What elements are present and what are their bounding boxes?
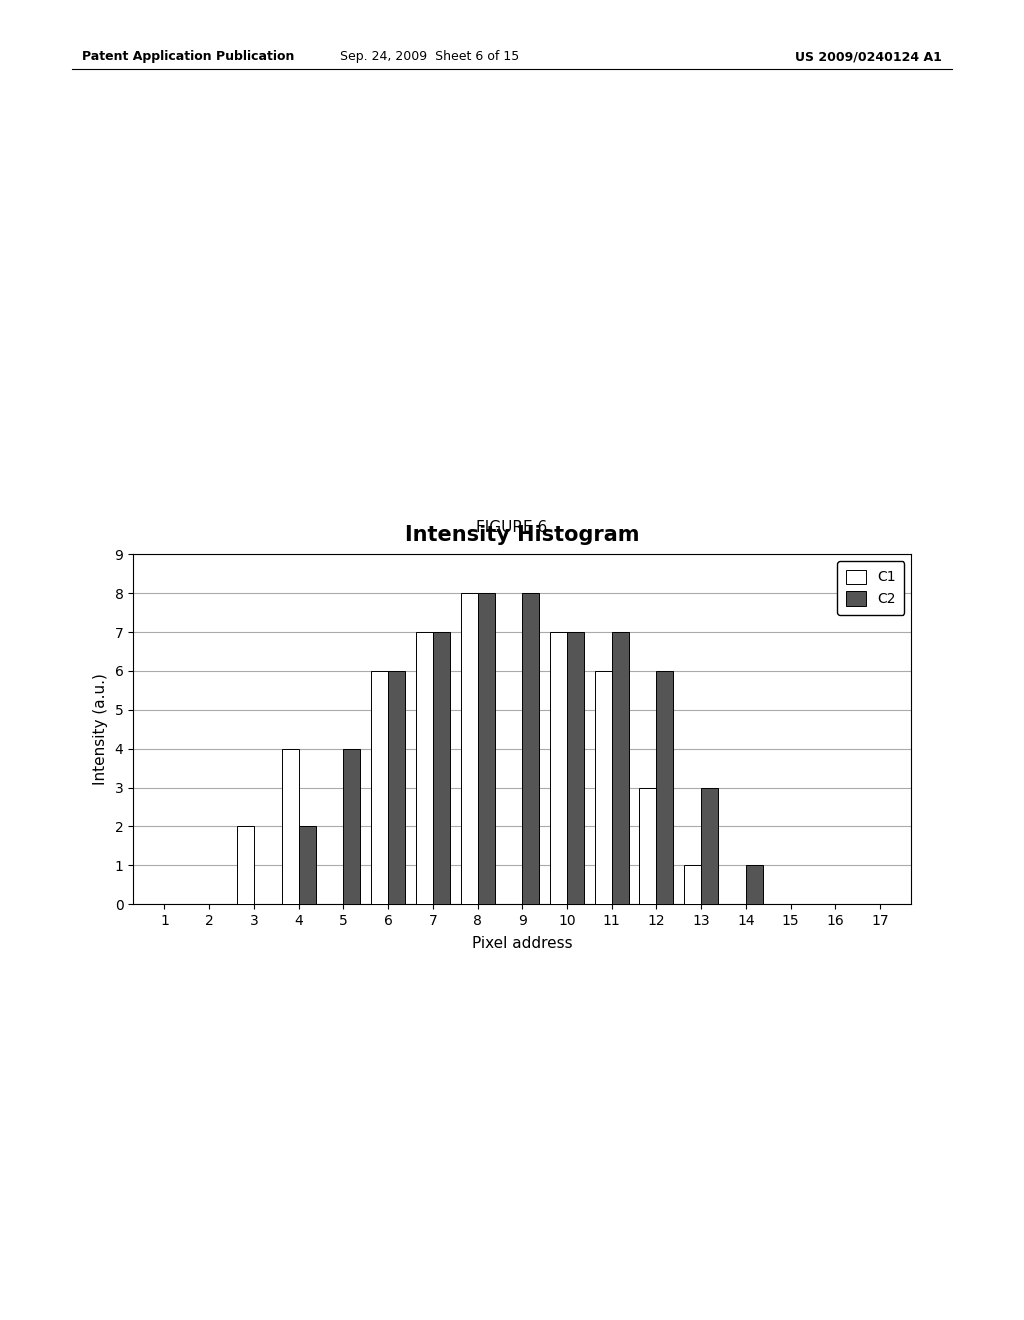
Bar: [745, 866, 763, 904]
Legend: C1, C2: C1, C2: [838, 561, 904, 615]
Bar: [639, 788, 656, 904]
Bar: [282, 748, 299, 904]
Bar: [343, 748, 360, 904]
Bar: [299, 826, 315, 904]
Bar: [416, 632, 433, 904]
Y-axis label: Intensity (a.u.): Intensity (a.u.): [92, 673, 108, 785]
Bar: [237, 826, 254, 904]
X-axis label: Pixel address: Pixel address: [472, 936, 572, 952]
Bar: [433, 632, 450, 904]
Bar: [567, 632, 584, 904]
Bar: [611, 632, 629, 904]
Text: US 2009/0240124 A1: US 2009/0240124 A1: [796, 50, 942, 63]
Text: FIGURE 6: FIGURE 6: [476, 520, 548, 535]
Bar: [701, 788, 718, 904]
Bar: [522, 593, 540, 904]
Text: Patent Application Publication: Patent Application Publication: [82, 50, 294, 63]
Bar: [477, 593, 495, 904]
Bar: [684, 866, 701, 904]
Bar: [656, 671, 674, 904]
Bar: [461, 593, 477, 904]
Bar: [550, 632, 567, 904]
Bar: [371, 671, 388, 904]
Title: Intensity Histogram: Intensity Histogram: [404, 524, 640, 545]
Bar: [388, 671, 406, 904]
Text: Sep. 24, 2009  Sheet 6 of 15: Sep. 24, 2009 Sheet 6 of 15: [340, 50, 520, 63]
Bar: [595, 671, 611, 904]
